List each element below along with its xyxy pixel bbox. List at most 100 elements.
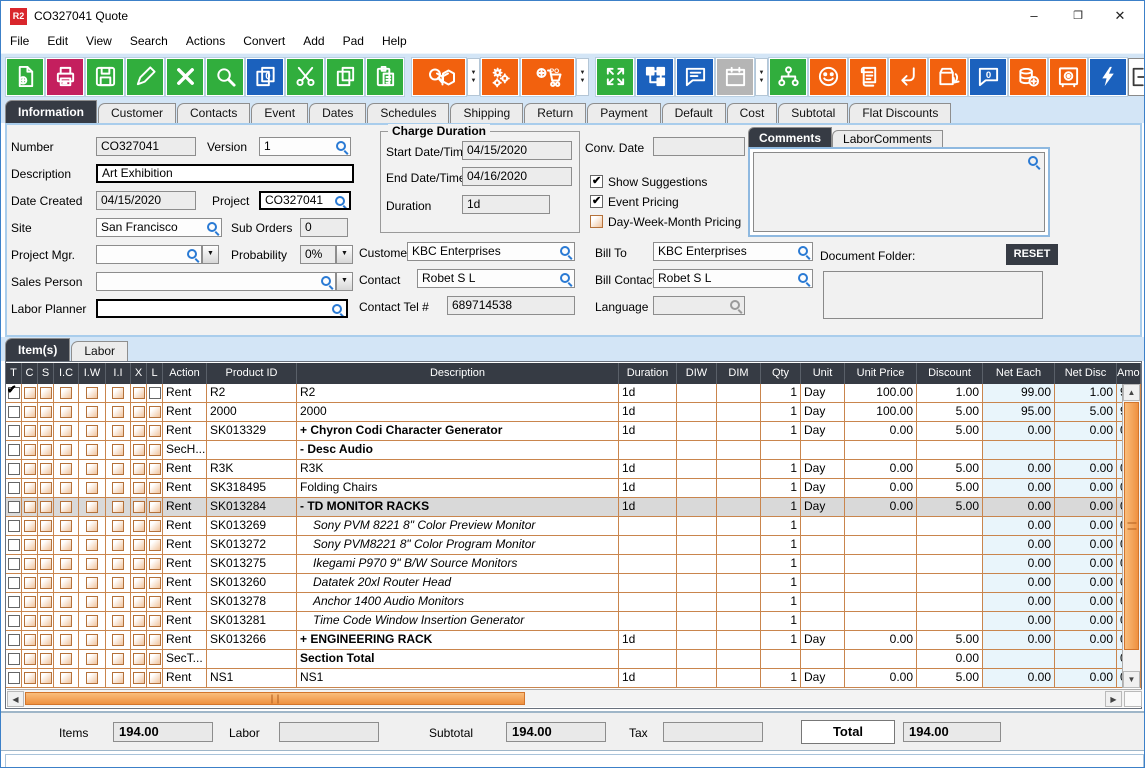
grid-cell-action[interactable]: Rent bbox=[163, 460, 207, 479]
grid-cell-discount[interactable] bbox=[917, 593, 983, 612]
grid-cell-net-each[interactable]: 0.00 bbox=[983, 612, 1055, 631]
grid-cell-product-id[interactable] bbox=[207, 650, 297, 669]
menu-convert[interactable]: Convert bbox=[243, 34, 286, 48]
row-check-c[interactable] bbox=[22, 631, 38, 650]
grid-cell-description[interactable]: Time Code Window Insertion Generator bbox=[297, 612, 619, 631]
grid-cell-discount[interactable] bbox=[917, 574, 983, 593]
bill-contact-field[interactable]: Robet S L bbox=[653, 269, 813, 288]
grid-cell-product-id[interactable]: R3K bbox=[207, 460, 297, 479]
grid-cell-qty[interactable]: 1 bbox=[761, 403, 801, 422]
hierarchy-button[interactable] bbox=[769, 57, 807, 96]
grid-cell-discount[interactable]: 5.00 bbox=[917, 669, 983, 688]
grid-cell-unit-price[interactable]: 0.00 bbox=[845, 460, 917, 479]
product-search-dropdown[interactable]: ▼ ▼ bbox=[467, 57, 480, 96]
row-check-ic[interactable] bbox=[54, 403, 79, 422]
grid-cell-dim[interactable] bbox=[717, 403, 761, 422]
tab-contacts[interactable]: Contacts bbox=[177, 103, 251, 123]
menu-help[interactable]: Help bbox=[381, 34, 407, 48]
row-check-l[interactable] bbox=[147, 403, 163, 422]
grid-cell-duration[interactable]: 1d bbox=[619, 498, 677, 517]
description-field[interactable]: Art Exhibition bbox=[96, 164, 354, 183]
row-check-x[interactable] bbox=[131, 612, 147, 631]
grid-cell-net-each[interactable]: 0.00 bbox=[983, 517, 1055, 536]
row-check-ic[interactable] bbox=[54, 422, 79, 441]
grid-cell-dim[interactable] bbox=[717, 422, 761, 441]
tab-information[interactable]: Information bbox=[5, 100, 97, 123]
product-search-button[interactable] bbox=[412, 57, 466, 96]
grid-cell-duration[interactable] bbox=[619, 517, 677, 536]
row-check-t[interactable] bbox=[6, 669, 22, 688]
grid-cell-diw[interactable] bbox=[677, 574, 717, 593]
grid-cell-net-disc[interactable]: 0.00 bbox=[1055, 460, 1117, 479]
paste-button[interactable] bbox=[366, 57, 404, 96]
row-check-ic[interactable] bbox=[54, 498, 79, 517]
grid-row[interactable]: Rent200020001d1Day100.005.0095.005.0095.… bbox=[6, 403, 1141, 422]
row-check-c[interactable] bbox=[22, 555, 38, 574]
row-check-s[interactable] bbox=[38, 574, 54, 593]
tab-return[interactable]: Return bbox=[524, 103, 587, 123]
row-check-l[interactable] bbox=[147, 479, 163, 498]
row-check-t[interactable] bbox=[6, 422, 22, 441]
tab-cost[interactable]: Cost bbox=[726, 103, 778, 123]
grid-cell-net-each[interactable]: 0.00 bbox=[983, 479, 1055, 498]
grid-cell-duration[interactable]: 1d bbox=[619, 460, 677, 479]
row-check-ii[interactable] bbox=[106, 441, 131, 460]
row-check-s[interactable] bbox=[38, 669, 54, 688]
search-icon[interactable] bbox=[797, 245, 810, 258]
grid-cell-qty[interactable] bbox=[761, 441, 801, 460]
row-check-c[interactable] bbox=[22, 612, 38, 631]
grid-cell-duration[interactable] bbox=[619, 593, 677, 612]
exit-button[interactable] bbox=[1128, 57, 1144, 96]
row-check-ic[interactable] bbox=[54, 612, 79, 631]
scroll-down-button[interactable]: ▼ bbox=[1123, 671, 1140, 688]
row-check-l[interactable] bbox=[147, 631, 163, 650]
row-check-l[interactable] bbox=[147, 612, 163, 631]
grid-cell-discount[interactable] bbox=[917, 441, 983, 460]
grid-cell-product-id[interactable]: SK013269 bbox=[207, 517, 297, 536]
grid-cell-net-disc[interactable]: 5.00 bbox=[1055, 403, 1117, 422]
row-check-ic[interactable] bbox=[54, 574, 79, 593]
grid-cell-discount[interactable] bbox=[917, 536, 983, 555]
grid-cell-duration[interactable] bbox=[619, 650, 677, 669]
tab-customer[interactable]: Customer bbox=[98, 103, 177, 123]
row-check-l[interactable] bbox=[147, 441, 163, 460]
cut-button[interactable] bbox=[286, 57, 324, 96]
scroll-right-button[interactable]: ▶ bbox=[1105, 691, 1122, 707]
grid-cell-unit[interactable]: Day bbox=[801, 479, 845, 498]
project-field[interactable]: CO327041 bbox=[259, 191, 351, 210]
grid-cell-unit[interactable]: Day bbox=[801, 631, 845, 650]
row-check-ii[interactable] bbox=[106, 612, 131, 631]
row-check-iw[interactable] bbox=[79, 593, 106, 612]
search-icon[interactable] bbox=[331, 303, 344, 316]
grid-cell-qty[interactable]: 1 bbox=[761, 612, 801, 631]
scroll-left-button[interactable]: ◀ bbox=[7, 691, 24, 707]
row-check-l[interactable] bbox=[147, 422, 163, 441]
row-check-ic[interactable] bbox=[54, 536, 79, 555]
grid-cell-unit[interactable] bbox=[801, 593, 845, 612]
row-check-iw[interactable] bbox=[79, 612, 106, 631]
grid-cell-qty[interactable]: 1 bbox=[761, 669, 801, 688]
grid-cell-duration[interactable]: 1d bbox=[619, 384, 677, 403]
grid-cell-description[interactable]: R3K bbox=[297, 460, 619, 479]
search-icon[interactable] bbox=[559, 272, 572, 285]
grid-cell-dim[interactable] bbox=[717, 441, 761, 460]
row-check-ic[interactable] bbox=[54, 555, 79, 574]
grid-cell-duration[interactable] bbox=[619, 536, 677, 555]
grid-cell-diw[interactable] bbox=[677, 631, 717, 650]
smiley-button[interactable] bbox=[809, 57, 847, 96]
row-check-iw[interactable] bbox=[79, 422, 106, 441]
row-check-s[interactable] bbox=[38, 384, 54, 403]
row-check-x[interactable] bbox=[131, 574, 147, 593]
row-check-t[interactable] bbox=[6, 479, 22, 498]
grid-cell-product-id[interactable]: SK013266 bbox=[207, 631, 297, 650]
contact-tel-field[interactable]: 689714538 bbox=[447, 296, 575, 315]
row-check-t[interactable] bbox=[6, 574, 22, 593]
grid-cell-dim[interactable] bbox=[717, 631, 761, 650]
row-check-ii[interactable] bbox=[106, 631, 131, 650]
row-check-c[interactable] bbox=[22, 517, 38, 536]
grid-cell-net-disc[interactable]: 0.00 bbox=[1055, 498, 1117, 517]
row-check-s[interactable] bbox=[38, 479, 54, 498]
grid-cell-qty[interactable]: 1 bbox=[761, 555, 801, 574]
